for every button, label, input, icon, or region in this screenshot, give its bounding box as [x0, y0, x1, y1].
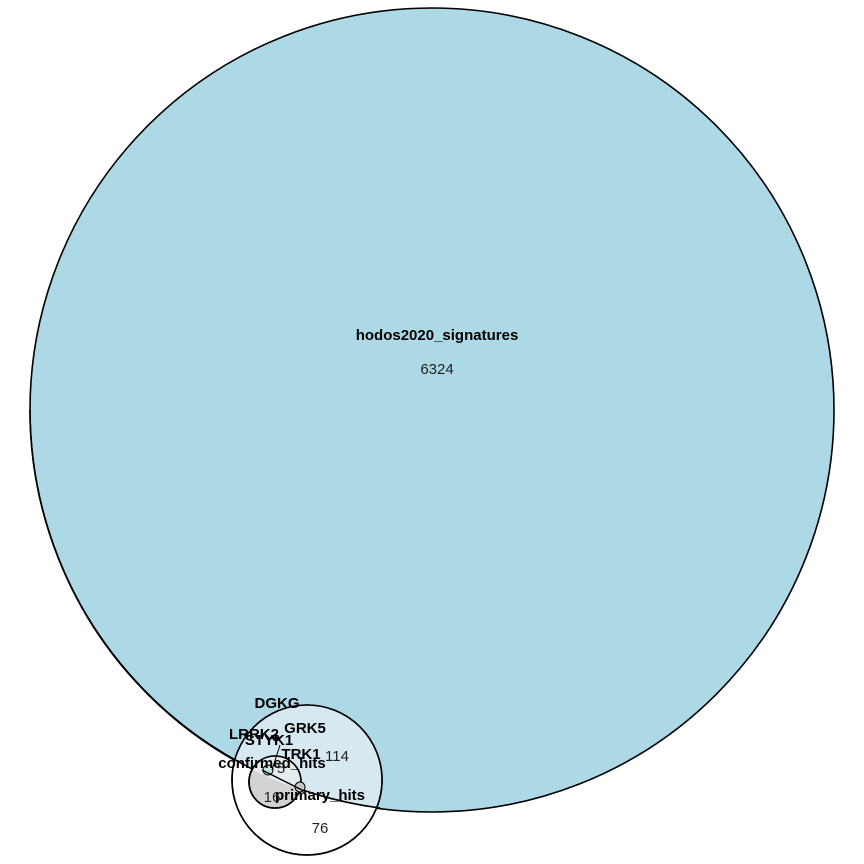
count-label-confirmed-only: 16	[264, 789, 281, 806]
set-label-primary-hits: primary_hits	[275, 787, 365, 804]
set-circle-hodos2020-signatures	[29, 7, 835, 813]
gene-label-trk1: TRK1	[281, 746, 320, 763]
gene-label-lrrk2: LRRK2	[229, 726, 279, 743]
gene-label-grk5: GRK5	[284, 720, 326, 737]
overlap-region-hodos-primary	[232, 705, 382, 812]
count-label-hodos-primary: 114	[325, 748, 349, 765]
set-label-hodos2020-signatures: hodos2020_signatures	[356, 327, 519, 344]
count-label-all-overlap: 5	[277, 760, 285, 777]
gene-label-styk1: STYK1	[245, 732, 293, 749]
gene-label-dgkg: DGKG	[255, 695, 300, 712]
gene-marker-grk5	[272, 734, 280, 742]
count-label-primary-only: 76	[312, 820, 329, 837]
set-label-confirmed-hits: confirmed_hits	[218, 755, 326, 772]
count-label-hodos-only: 6324	[420, 361, 453, 378]
